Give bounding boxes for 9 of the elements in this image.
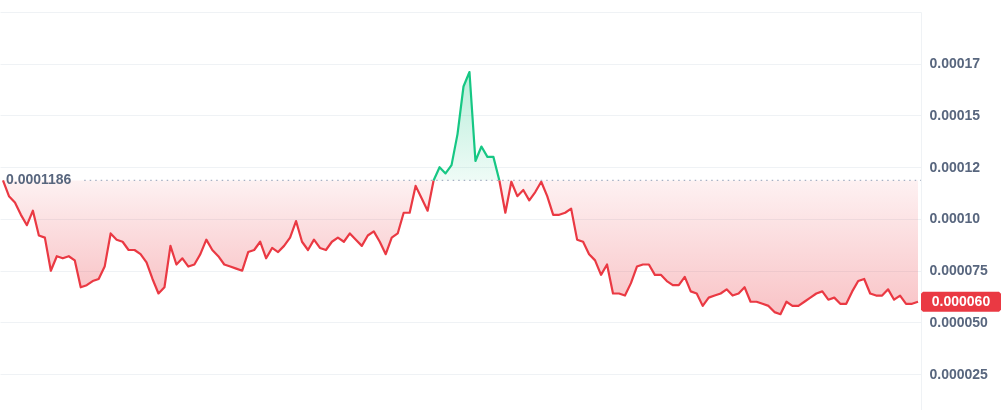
ref-line-label: 0.0001186 <box>6 171 72 188</box>
text: 0.000060 <box>931 292 991 309</box>
y-tick-label: 0.000075 <box>929 262 989 279</box>
y-tick-label: 0.000025 <box>929 365 989 382</box>
y-tick-label: 0.00017 <box>929 55 981 72</box>
y-tick-label: 0.00010 <box>929 210 981 227</box>
y-tick-label: 0.00012 <box>929 158 981 175</box>
y-tick-label: 0.000050 <box>929 313 989 330</box>
y-tick-label: 0.00015 <box>929 106 981 123</box>
